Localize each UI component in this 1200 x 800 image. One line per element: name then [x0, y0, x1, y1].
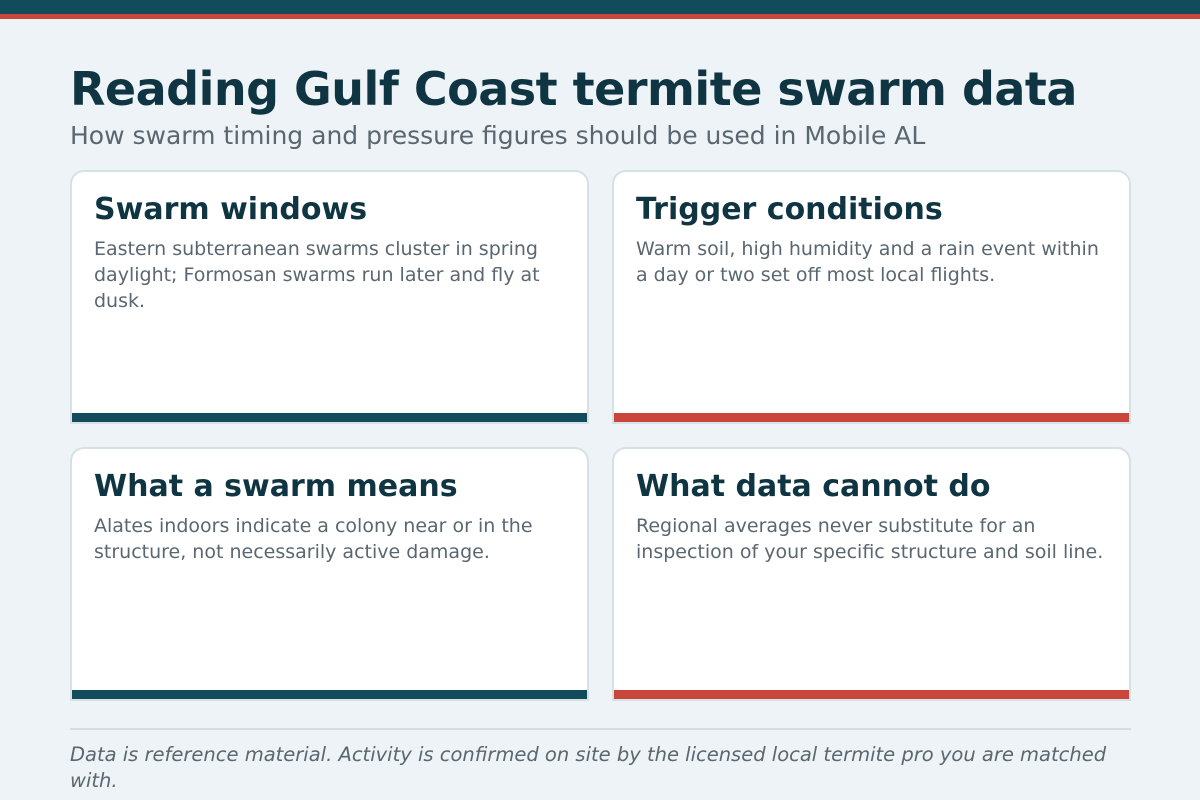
card-title: What a swarm means: [94, 469, 458, 504]
footer-note: Data is reference material. Activity is …: [70, 743, 1107, 792]
top-band: [0, 0, 1200, 14]
top-accent-line: [0, 14, 1200, 19]
page-title: Reading Gulf Coast termite swarm data: [70, 62, 1077, 116]
card-accent-stripe: [614, 690, 1129, 699]
card-what-data-cannot-do: What data cannot do Regional averages ne…: [612, 447, 1131, 701]
card-what-a-swarm-means: What a swarm means Alates indoors indica…: [70, 447, 589, 701]
card-accent-stripe: [72, 413, 587, 422]
card-swarm-windows: Swarm windows Eastern subterranean swarm…: [70, 170, 589, 424]
card-body: Alates indoors indicate a colony near or…: [94, 515, 533, 563]
footer-divider: [70, 728, 1131, 730]
card-body: Warm soil, high humidity and a rain even…: [636, 238, 1099, 286]
card-accent-stripe: [72, 690, 587, 699]
card-title: What data cannot do: [636, 469, 991, 504]
card-body: Eastern subterranean swarms cluster in s…: [94, 238, 540, 312]
page-subtitle: How swarm timing and pressure figures sh…: [70, 121, 926, 150]
card-trigger-conditions: Trigger conditions Warm soil, high humid…: [612, 170, 1131, 424]
card-body: Regional averages never substitute for a…: [636, 515, 1104, 563]
card-accent-stripe: [614, 413, 1129, 422]
card-title: Swarm windows: [94, 192, 368, 227]
card-title: Trigger conditions: [636, 192, 943, 227]
